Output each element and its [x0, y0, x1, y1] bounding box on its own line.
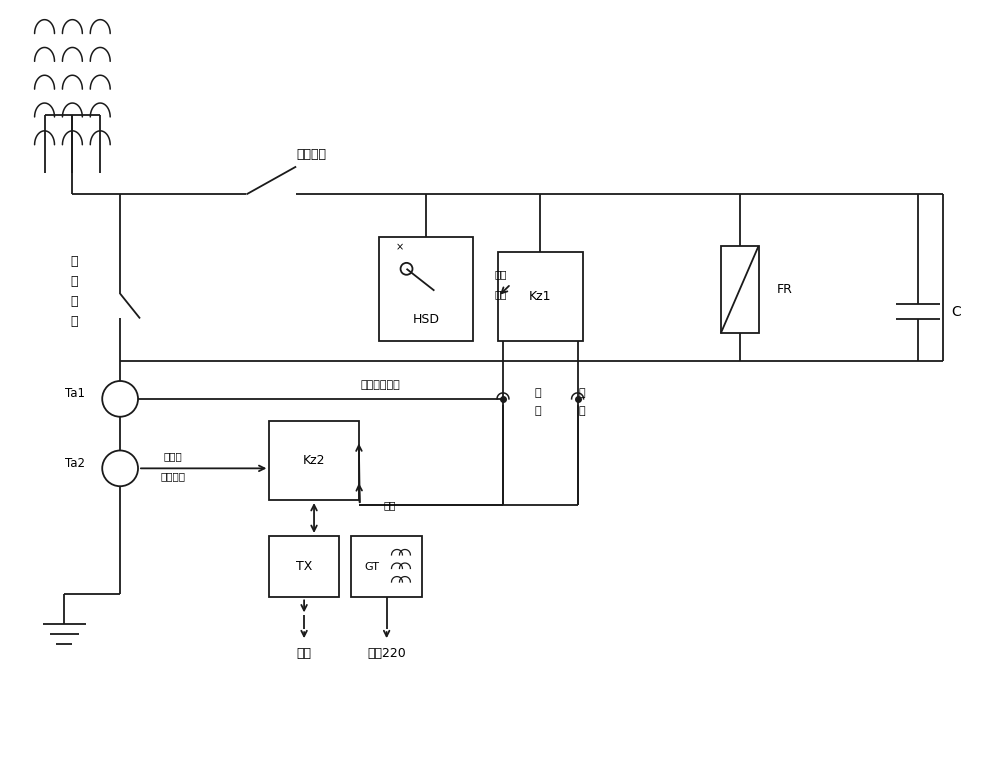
Bar: [721, 246, 759, 333]
Text: Ta1: Ta1: [65, 387, 85, 400]
Text: Kz1: Kz1: [529, 290, 552, 303]
Text: TX: TX: [296, 560, 312, 573]
Bar: [498, 252, 583, 341]
Text: 电流信号: 电流信号: [160, 471, 185, 481]
Text: Ta2: Ta2: [65, 457, 85, 470]
Circle shape: [102, 381, 138, 417]
Text: ×: ×: [395, 242, 404, 252]
Text: 信: 信: [534, 406, 541, 416]
Text: 通: 通: [534, 388, 541, 398]
Bar: [379, 237, 473, 341]
Text: 闸: 闸: [71, 295, 78, 308]
Text: 刀: 刀: [71, 315, 78, 328]
Text: GT: GT: [365, 562, 380, 572]
Text: FR: FR: [776, 283, 792, 296]
Bar: [269, 421, 359, 500]
Text: C: C: [951, 304, 961, 319]
Text: 电源: 电源: [384, 500, 396, 510]
Bar: [269, 536, 339, 597]
Text: 切: 切: [71, 256, 78, 269]
Text: 交流220: 交流220: [367, 648, 406, 661]
Text: 交流电流信号: 交流电流信号: [361, 380, 401, 390]
Text: 切换闸刀: 切换闸刀: [296, 148, 326, 161]
Text: 中控: 中控: [297, 648, 312, 661]
Bar: [351, 536, 422, 597]
Text: 电: 电: [578, 388, 585, 398]
Text: 操作: 操作: [495, 269, 507, 279]
Text: HSD: HSD: [412, 313, 439, 326]
Text: 命令: 命令: [495, 289, 507, 299]
Circle shape: [102, 451, 138, 486]
Text: 换: 换: [71, 275, 78, 288]
Text: 交流电: 交流电: [163, 451, 182, 461]
Text: 源: 源: [578, 406, 585, 416]
Circle shape: [401, 263, 412, 275]
Text: Kz2: Kz2: [303, 454, 325, 467]
